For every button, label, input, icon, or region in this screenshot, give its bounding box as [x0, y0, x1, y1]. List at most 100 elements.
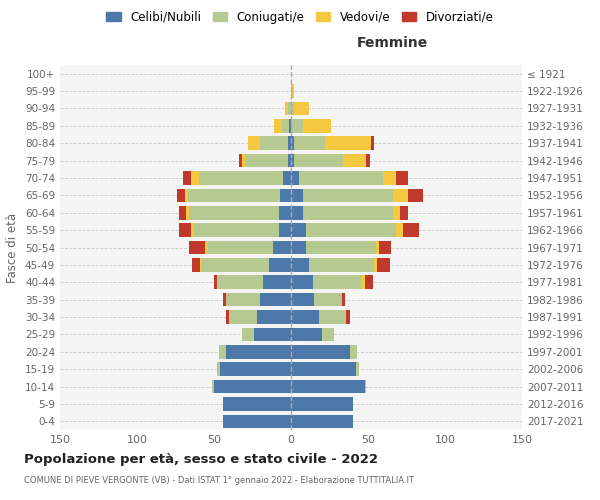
Bar [217, 362, 220, 376]
Bar [294, 154, 343, 168]
Bar [257, 310, 291, 324]
Bar [245, 154, 288, 168]
Bar [291, 119, 304, 132]
Bar [365, 380, 367, 394]
Bar [188, 188, 280, 202]
Bar [242, 154, 245, 168]
Bar [383, 171, 396, 185]
Bar [248, 136, 260, 150]
Bar [191, 171, 199, 185]
Bar [278, 224, 291, 237]
Bar [342, 293, 345, 306]
Bar [392, 206, 400, 220]
Bar [190, 240, 205, 254]
Bar [356, 362, 359, 376]
Bar [304, 119, 331, 132]
Bar [263, 276, 291, 289]
Bar [214, 380, 291, 394]
Bar [202, 258, 269, 272]
Bar [400, 206, 408, 220]
Bar [396, 171, 408, 185]
Bar [291, 345, 350, 358]
Bar [346, 310, 350, 324]
Bar [208, 240, 272, 254]
Bar [223, 293, 226, 306]
Bar [367, 154, 370, 168]
Bar [325, 136, 371, 150]
Bar [226, 310, 229, 324]
Bar [294, 136, 325, 150]
Bar [291, 224, 307, 237]
Bar [205, 240, 208, 254]
Bar [291, 188, 304, 202]
Bar [269, 258, 291, 272]
Bar [177, 188, 185, 202]
Bar [379, 240, 391, 254]
Bar [260, 293, 291, 306]
Bar [304, 188, 392, 202]
Bar [214, 276, 217, 289]
Y-axis label: Anni di nascita: Anni di nascita [598, 204, 600, 291]
Bar [291, 293, 314, 306]
Bar [200, 258, 202, 272]
Bar [291, 258, 310, 272]
Bar [285, 102, 288, 115]
Text: Femmine: Femmine [357, 36, 428, 51]
Bar [310, 258, 374, 272]
Bar [294, 102, 310, 115]
Bar [307, 240, 376, 254]
Bar [280, 188, 291, 202]
Bar [199, 171, 283, 185]
Bar [217, 276, 263, 289]
Y-axis label: Fasce di età: Fasce di età [7, 212, 19, 282]
Bar [291, 240, 307, 254]
Bar [260, 136, 288, 150]
Bar [291, 362, 356, 376]
Bar [179, 206, 186, 220]
Bar [304, 206, 392, 220]
Bar [313, 276, 362, 289]
Bar [314, 293, 342, 306]
Bar [223, 414, 291, 428]
Bar [291, 102, 294, 115]
Bar [254, 328, 291, 341]
Bar [186, 206, 190, 220]
Bar [239, 154, 242, 168]
Bar [365, 276, 373, 289]
Bar [185, 188, 188, 202]
Bar [220, 362, 291, 376]
Bar [179, 224, 191, 237]
Bar [408, 188, 424, 202]
Bar [322, 328, 334, 341]
Bar [183, 171, 191, 185]
Bar [350, 345, 357, 358]
Bar [212, 380, 214, 394]
Bar [288, 102, 291, 115]
Bar [307, 224, 396, 237]
Text: COMUNE DI PIEVE VERGONTE (VB) - Dati ISTAT 1° gennaio 2022 - Elaborazione TUTTIT: COMUNE DI PIEVE VERGONTE (VB) - Dati IST… [24, 476, 414, 485]
Bar [319, 310, 346, 324]
Bar [229, 310, 257, 324]
Bar [374, 258, 377, 272]
Bar [371, 136, 374, 150]
Bar [291, 136, 294, 150]
Bar [190, 206, 278, 220]
Bar [291, 397, 353, 410]
Bar [299, 171, 383, 185]
Bar [278, 206, 291, 220]
Bar [193, 258, 200, 272]
Bar [291, 171, 299, 185]
Bar [291, 414, 353, 428]
Bar [396, 224, 403, 237]
Bar [226, 345, 291, 358]
Bar [272, 240, 291, 254]
Bar [242, 328, 254, 341]
Bar [218, 345, 226, 358]
Bar [403, 224, 419, 237]
Bar [291, 206, 304, 220]
Bar [289, 119, 291, 132]
Bar [291, 154, 294, 168]
Bar [191, 224, 194, 237]
Bar [291, 310, 319, 324]
Bar [291, 328, 322, 341]
